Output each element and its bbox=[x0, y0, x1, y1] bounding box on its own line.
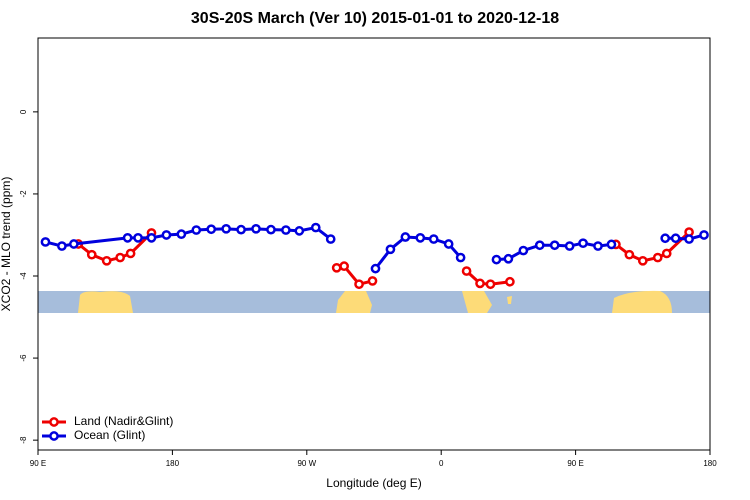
y-tick-label: -8 bbox=[19, 436, 28, 444]
data-point bbox=[461, 266, 472, 276]
data-point bbox=[146, 232, 157, 243]
data-point bbox=[161, 230, 172, 240]
data-point bbox=[331, 262, 342, 273]
data-point bbox=[661, 248, 672, 259]
data-point bbox=[637, 255, 648, 266]
data-point bbox=[294, 226, 305, 236]
x-tick-label: 90 W bbox=[297, 459, 316, 468]
data-point bbox=[115, 252, 125, 263]
data-point bbox=[325, 234, 336, 244]
data-point bbox=[40, 237, 51, 247]
data-point bbox=[86, 249, 97, 260]
data-point bbox=[400, 232, 411, 242]
data-point bbox=[354, 279, 364, 290]
data-point bbox=[606, 239, 617, 250]
data-point bbox=[475, 278, 485, 289]
data-point bbox=[236, 224, 246, 235]
data-point bbox=[670, 233, 681, 244]
data-point bbox=[624, 249, 635, 260]
data-point bbox=[57, 241, 67, 251]
data-point bbox=[549, 240, 560, 251]
data-point bbox=[485, 279, 496, 290]
y-tick-label: -6 bbox=[19, 354, 28, 362]
y-tick-label: -2 bbox=[19, 190, 28, 198]
data-point bbox=[221, 223, 232, 234]
x-tick-label: 0 bbox=[439, 459, 444, 468]
chart-title: 30S-20S March (Ver 10) 2015-01-01 to 202… bbox=[191, 10, 559, 27]
data-point bbox=[266, 224, 276, 235]
data-point bbox=[684, 234, 694, 244]
data-point bbox=[125, 248, 136, 259]
data-point bbox=[415, 232, 426, 243]
data-point bbox=[281, 225, 291, 235]
data-point bbox=[660, 233, 671, 244]
x-axis-label: Longitude (deg E) bbox=[326, 476, 421, 490]
data-point bbox=[206, 224, 217, 235]
data-point bbox=[310, 222, 321, 233]
legend-marker bbox=[49, 417, 59, 427]
series-line bbox=[665, 233, 705, 241]
series-line bbox=[465, 269, 511, 286]
data-point bbox=[652, 252, 663, 263]
data-point bbox=[455, 252, 466, 263]
y-tick-label: -4 bbox=[19, 272, 28, 280]
data-point bbox=[68, 239, 79, 249]
plot-frame bbox=[37, 37, 711, 451]
data-point bbox=[593, 241, 603, 251]
x-tick-label: 90 E bbox=[567, 459, 583, 468]
data-point bbox=[133, 232, 143, 243]
legend-marker bbox=[49, 431, 59, 441]
data-point bbox=[518, 245, 529, 256]
legend-label: Ocean (Glint) bbox=[74, 428, 145, 442]
data-point bbox=[339, 261, 349, 272]
data-point bbox=[385, 244, 396, 255]
data-point bbox=[503, 253, 514, 264]
data-point bbox=[491, 254, 502, 265]
data-point bbox=[564, 241, 575, 251]
y-tick-label: 0 bbox=[19, 109, 28, 114]
data-point bbox=[122, 232, 133, 243]
data-point bbox=[428, 234, 439, 244]
data-point bbox=[101, 255, 112, 266]
data-point bbox=[370, 263, 381, 274]
x-tick-label: 180 bbox=[166, 459, 180, 468]
data-point bbox=[443, 239, 454, 249]
x-tick-label: 180 bbox=[703, 459, 717, 468]
data-point bbox=[367, 276, 378, 286]
y-axis-label: XCO2 - MLO trend (ppm) bbox=[0, 177, 13, 312]
data-point bbox=[191, 225, 202, 235]
map-strip bbox=[38, 290, 710, 313]
data-point bbox=[578, 238, 588, 249]
x-tick-label: 90 E bbox=[30, 459, 46, 468]
data-point bbox=[505, 276, 515, 287]
data-point bbox=[699, 230, 709, 240]
data-point bbox=[176, 229, 187, 240]
data-point bbox=[534, 240, 545, 251]
data-point bbox=[251, 223, 261, 234]
legend-label: Land (Nadir&Glint) bbox=[74, 414, 173, 428]
